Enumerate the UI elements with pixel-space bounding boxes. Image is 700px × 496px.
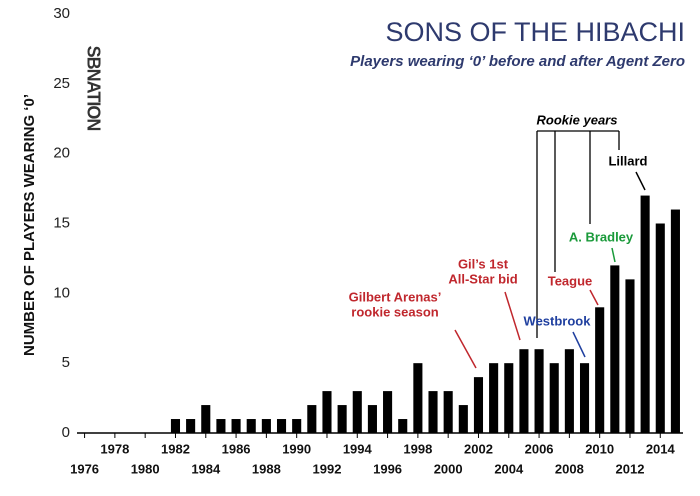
bar — [655, 223, 665, 433]
annotation: Lillard — [608, 153, 647, 168]
annotation: All-Star bid — [448, 271, 517, 286]
bar — [428, 391, 438, 433]
annotation-leader — [611, 247, 616, 263]
x-tick-label: 1996 — [373, 461, 402, 476]
bar — [473, 377, 484, 433]
x-tick-label: 2002 — [464, 441, 493, 456]
bar — [579, 363, 590, 433]
rookie-bracket — [536, 130, 620, 338]
x-tick-label: 2004 — [494, 461, 524, 476]
annotation-leader — [589, 289, 599, 306]
bar — [383, 391, 393, 433]
y-tick-label: 5 — [62, 354, 70, 371]
bar — [534, 349, 544, 433]
x-tick-label: 2000 — [434, 461, 463, 476]
x-tick-label: 1978 — [100, 441, 129, 456]
y-tick-label: 15 — [53, 214, 70, 231]
annotation: Rookie years — [537, 112, 618, 127]
chart-title: SONS OF THE HIBACHI — [385, 17, 685, 47]
annotation-leader — [635, 171, 646, 191]
chart-subtitle: Players wearing ‘0’ before and after Age… — [350, 53, 685, 70]
x-tick-label: 1988 — [252, 461, 281, 476]
annotation: Gil’s 1st — [458, 256, 509, 271]
x-tick-label: 1984 — [191, 461, 221, 476]
bar — [610, 265, 620, 433]
x-tick-label: 1998 — [403, 441, 432, 456]
bar — [595, 307, 605, 433]
x-tick-label: 1990 — [282, 441, 311, 456]
logo: SBNATION — [83, 46, 103, 131]
bar — [276, 419, 287, 433]
bar — [504, 363, 514, 433]
bar — [292, 419, 302, 433]
bar — [231, 419, 241, 433]
bar — [489, 363, 499, 433]
bar — [307, 405, 317, 433]
bar — [398, 419, 408, 433]
y-tick-label: 30 — [53, 5, 70, 22]
bar — [413, 363, 423, 433]
annotation: Teague — [548, 273, 593, 288]
y-tick-label: 0 — [62, 424, 70, 441]
x-tick-label: 1982 — [161, 441, 190, 456]
annotation-leader — [572, 331, 586, 358]
y-tick-label: 20 — [53, 145, 70, 162]
x-tick-label: 2006 — [525, 441, 554, 456]
x-tick-label: 2008 — [555, 461, 584, 476]
x-tick-label: 1976 — [70, 461, 99, 476]
bar — [322, 391, 332, 433]
bar — [246, 419, 256, 433]
x-tick-label: 2010 — [585, 441, 614, 456]
bar — [170, 419, 181, 433]
x-tick-label: 1986 — [222, 441, 251, 456]
x-tick-label: 1980 — [131, 461, 160, 476]
annotation: A. Bradley — [569, 229, 634, 244]
bar — [261, 419, 271, 433]
x-tick-label: 1994 — [343, 441, 373, 456]
y-axis-label: NUMBER OF PLAYERS WEARING ‘0’ — [21, 94, 38, 356]
y-tick-label: 25 — [53, 75, 70, 92]
bar — [564, 349, 574, 433]
annotation: rookie season — [351, 304, 438, 319]
bar — [352, 391, 362, 433]
x-tick-label: 2014 — [646, 441, 676, 456]
annotation: Westbrook — [524, 313, 592, 328]
bar — [670, 209, 680, 433]
bar — [443, 391, 453, 433]
bar — [640, 195, 650, 433]
bar — [367, 405, 377, 433]
annotation-leader — [504, 291, 521, 341]
bar — [216, 419, 226, 433]
annotation-leader — [454, 329, 477, 369]
bar — [458, 405, 468, 433]
bar — [337, 405, 347, 433]
annotation: Gilbert Arenas’ — [349, 289, 442, 304]
bar — [201, 405, 211, 433]
y-tick-label: 10 — [53, 284, 70, 301]
bar — [186, 419, 196, 433]
x-tick-label: 1992 — [313, 461, 342, 476]
x-tick-label: 2012 — [616, 461, 645, 476]
bar — [519, 349, 529, 433]
bar — [625, 279, 635, 433]
bar — [549, 363, 559, 433]
